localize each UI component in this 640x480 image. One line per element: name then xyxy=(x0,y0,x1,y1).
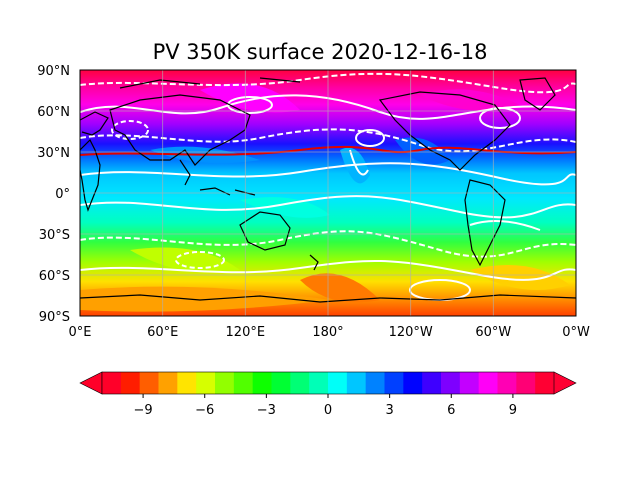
map-area xyxy=(80,70,576,316)
colorbar-extend-min xyxy=(79,371,103,395)
y-tick-label: 60°N xyxy=(37,105,70,120)
y-tick-label: 90°S xyxy=(39,310,70,325)
colorbar-segment xyxy=(346,372,367,394)
colorbar-tick-label: 9 xyxy=(509,403,517,418)
colorbar-segment xyxy=(384,372,404,394)
x-tick-labels: 0°E 60°E 120°E 180° 120°W 60°W 0°W xyxy=(69,325,590,340)
x-tick-label: 60°W xyxy=(475,325,511,340)
colorbar-segment xyxy=(497,372,517,394)
colorbar-segment xyxy=(252,372,272,394)
x-tick-label: 0°W xyxy=(562,325,590,340)
colorbar-segment xyxy=(516,372,536,394)
colorbar-segment xyxy=(139,372,159,394)
y-tick-label: 90°N xyxy=(37,64,70,79)
map-title: PV 350K surface 2020-12-16-18 xyxy=(152,40,488,64)
colorbar-segment xyxy=(441,372,461,394)
colorbar-segment xyxy=(158,372,178,394)
y-tick-labels: 90°N 60°N 30°N 0° 30°S 60°S 90°S xyxy=(37,64,70,325)
y-tick-label: 0° xyxy=(55,187,70,202)
colorbar-segment xyxy=(403,372,423,394)
x-tick-label: 120°W xyxy=(389,325,433,340)
y-tick-label: 60°S xyxy=(39,269,70,284)
red-contour xyxy=(80,145,576,156)
colorbar-segment xyxy=(177,372,197,394)
x-tick-label: 180° xyxy=(312,325,343,340)
colorbar-segment xyxy=(459,372,480,394)
colorbar-segment xyxy=(233,372,254,394)
contour-lines xyxy=(80,72,576,301)
colorbar-segment xyxy=(422,372,442,394)
x-tick-label: 60°E xyxy=(147,325,178,340)
colorbar-segment xyxy=(290,372,310,394)
colorbar-segment xyxy=(271,372,291,394)
colorbar-tick-label: 6 xyxy=(447,403,455,418)
x-tick-label: 120°E xyxy=(226,325,266,340)
colorbar-segment xyxy=(102,372,122,394)
colorbar-segment xyxy=(328,372,348,394)
colorbar-tick-label: 3 xyxy=(385,403,393,418)
colorbar: −9 −6 −3 0 3 6 9 xyxy=(79,371,577,418)
colorbar-segment xyxy=(196,372,216,394)
colorbar-tick-label: −6 xyxy=(195,403,214,418)
colorbar-segment xyxy=(120,372,141,394)
colorbar-tick-label: −3 xyxy=(257,403,276,418)
colorbar-segment xyxy=(309,372,329,394)
colorbar-segment xyxy=(535,372,555,394)
gridlines xyxy=(80,70,576,316)
colorbar-segment xyxy=(478,372,498,394)
colorbar-segment xyxy=(215,372,235,394)
colorbar-extend-max xyxy=(553,371,577,395)
x-tick-label: 0°E xyxy=(69,325,92,340)
colorbar-segment xyxy=(365,372,385,394)
map-frame xyxy=(79,69,577,317)
y-tick-label: 30°N xyxy=(37,146,70,161)
colorbar-tick-label: 0 xyxy=(324,403,332,418)
y-tick-label: 30°S xyxy=(39,228,70,243)
colorbar-tick-label: −9 xyxy=(134,403,153,418)
